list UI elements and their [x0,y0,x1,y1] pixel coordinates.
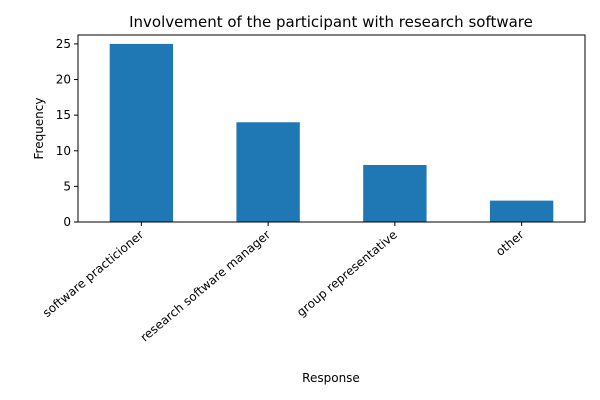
axes-frame [77,34,586,223]
y-tick-label-4: 20 [56,73,71,87]
x-axis-label: Response [302,371,360,385]
plot-area: 0 5 10 15 20 25 software practicionerresearch … [40,37,554,345]
bar-0 [109,43,174,223]
y-tick-label-0: 0 [63,215,71,229]
x-tick-label-1: research software manager [138,228,273,345]
chart-title: Involvement of the participant with rese… [129,13,533,31]
y-tick-label-3: 15 [56,108,71,122]
x-tick-label-0: software practicioner [40,228,146,320]
y-tick-label-5: 25 [56,37,71,51]
y-tick-label-1: 5 [63,179,71,193]
y-axis-label: Frequency [32,98,46,160]
bar-1 [236,122,300,222]
bar-3 [489,200,554,222]
y-tick-label-2: 10 [56,144,71,158]
x-tick-label-2: group representative [294,228,400,320]
bar-2 [363,165,427,222]
x-tick-label-3: other [493,228,527,259]
